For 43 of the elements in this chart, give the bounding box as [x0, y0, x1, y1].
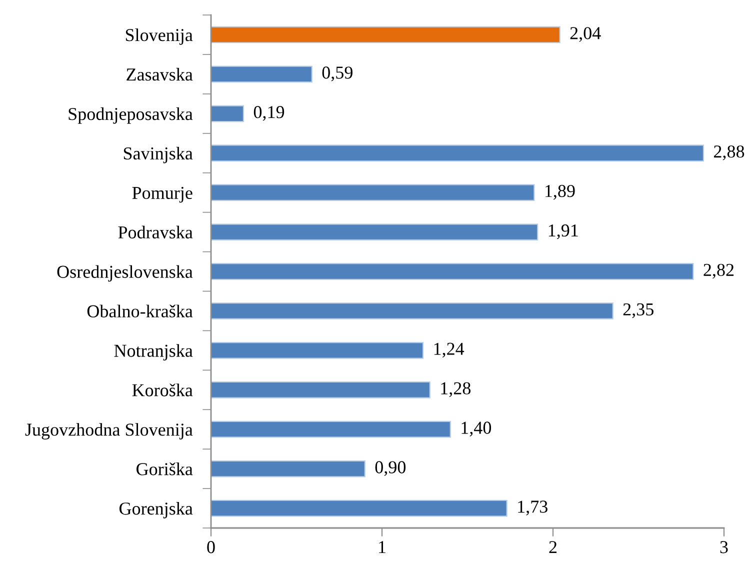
data-label: 1,40 [462, 422, 492, 436]
data-label: 2,82 [704, 264, 734, 279]
data-label: 1,28 [441, 382, 471, 397]
data-label: 2,35 [623, 303, 654, 318]
bar [211, 420, 451, 438]
y-tick-label: Jugovzhodna Slovenija [25, 423, 193, 440]
data-label: 1,73 [518, 500, 548, 516]
y-tick-label: Osrednjeslovenska [57, 265, 193, 282]
bar [211, 263, 694, 280]
x-tick-label: 1 [379, 541, 386, 554]
y-tick-label: Goriška [136, 462, 193, 476]
data-label: 0,90 [375, 461, 406, 476]
y-tick-label: Savinjska [124, 146, 193, 164]
bar [211, 184, 535, 202]
y-tick-label: Gorenjska [119, 502, 193, 518]
bar [211, 500, 508, 517]
x-tick-label: 3 [720, 541, 728, 554]
data-label: 2,88 [714, 145, 744, 160]
bar [211, 302, 614, 320]
bar [211, 26, 560, 44]
bar [211, 381, 430, 398]
y-tick-label: Spodnjeposavska [68, 107, 193, 124]
bar [211, 66, 312, 83]
bar [211, 105, 244, 122]
y-tick-label: Pomurje [132, 186, 192, 203]
data-label: 1,91 [548, 224, 578, 240]
y-tick-label: Zasavska [126, 68, 193, 81]
data-label: 1,89 [546, 184, 575, 200]
bar [211, 460, 366, 478]
y-tick-label: Koroška [132, 384, 193, 396]
data-label: 2,04 [570, 27, 601, 42]
y-tick-label: Obalno-kraška [87, 304, 193, 318]
data-label: 0,59 [322, 66, 352, 82]
y-tick-label: Slovenija [126, 28, 193, 45]
y-tick-label: Notranjska [114, 344, 193, 361]
data-label: 1,24 [434, 342, 464, 358]
y-tick-label: Podravska [118, 226, 193, 238]
x-tick-label: 2 [549, 541, 557, 554]
data-label: 0,19 [254, 106, 284, 121]
bar [211, 342, 424, 359]
x-tick-label: 0 [207, 541, 215, 554]
bar [211, 224, 538, 240]
bar [211, 144, 704, 162]
